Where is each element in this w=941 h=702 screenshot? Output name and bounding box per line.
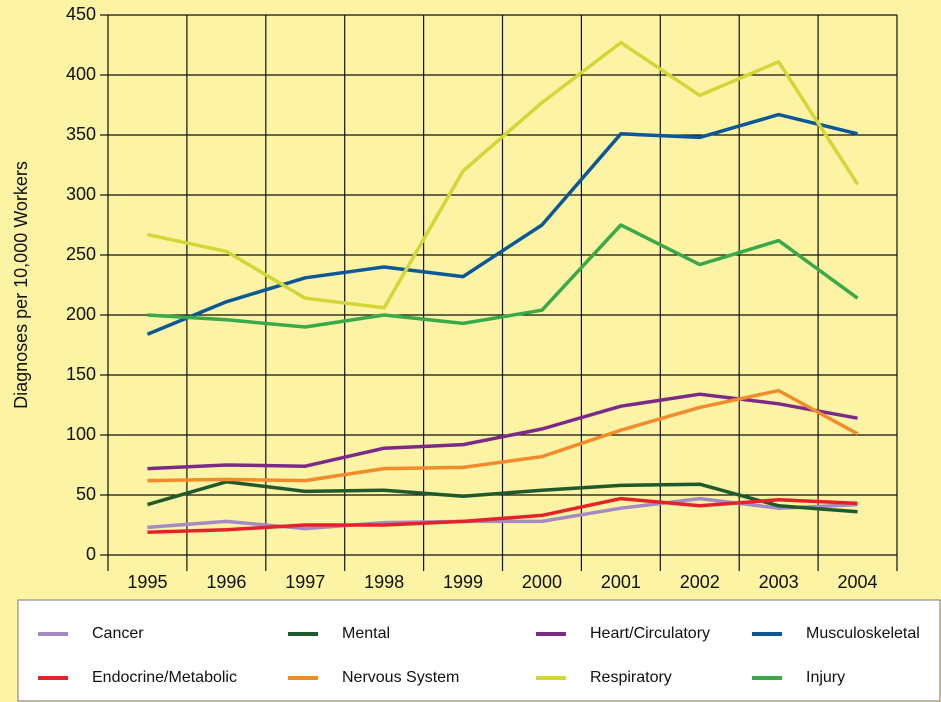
x-tick-label: 1995 [127,572,167,592]
legend-label: Respiratory [590,669,672,686]
series-line [146,112,858,336]
legend-box [17,599,941,702]
series-line [147,40,860,310]
x-tick-label: 2004 [838,572,878,592]
y-tick-label: 300 [66,184,96,204]
y-tick-label: 250 [66,244,96,264]
y-tick-label: 100 [66,424,96,444]
series-line [147,388,859,483]
legend-label: Mental [342,625,390,642]
y-tick-label: 150 [66,364,96,384]
x-tick-label: 1996 [206,572,246,592]
x-tick-label: 1998 [364,572,404,592]
legend-label: Nervous System [342,669,459,686]
legend-label: Cancer [92,625,144,642]
x-tick-label: 2000 [522,572,562,592]
x-tick-label: 1997 [285,572,325,592]
y-tick-label: 0 [86,544,96,564]
legend: Cancer Mental Heart/Circulatory Musculoskel… [38,625,920,686]
series-line [147,496,858,534]
series-line [146,480,858,514]
series-line [147,223,859,329]
y-axis-label: Diagnoses per 10,000 Workers [11,161,31,409]
y-tick-label: 400 [66,64,96,84]
legend-label: Musculoskeletal [806,625,920,642]
y-tick-label: 200 [66,304,96,324]
y-tick-label: 50 [76,484,96,504]
y-tick-label: 350 [66,124,96,144]
x-tick-label: 2003 [759,572,799,592]
legend-label: Injury [806,669,845,686]
legend-label: Heart/Circulatory [590,625,710,642]
x-tick-label: 1999 [443,572,483,592]
y-tick-label: 450 [66,4,96,24]
x-tick-label: 2002 [680,572,720,592]
legend-label: Endocrine/Metabolic [92,669,237,686]
x-tick-label: 2001 [601,572,641,592]
